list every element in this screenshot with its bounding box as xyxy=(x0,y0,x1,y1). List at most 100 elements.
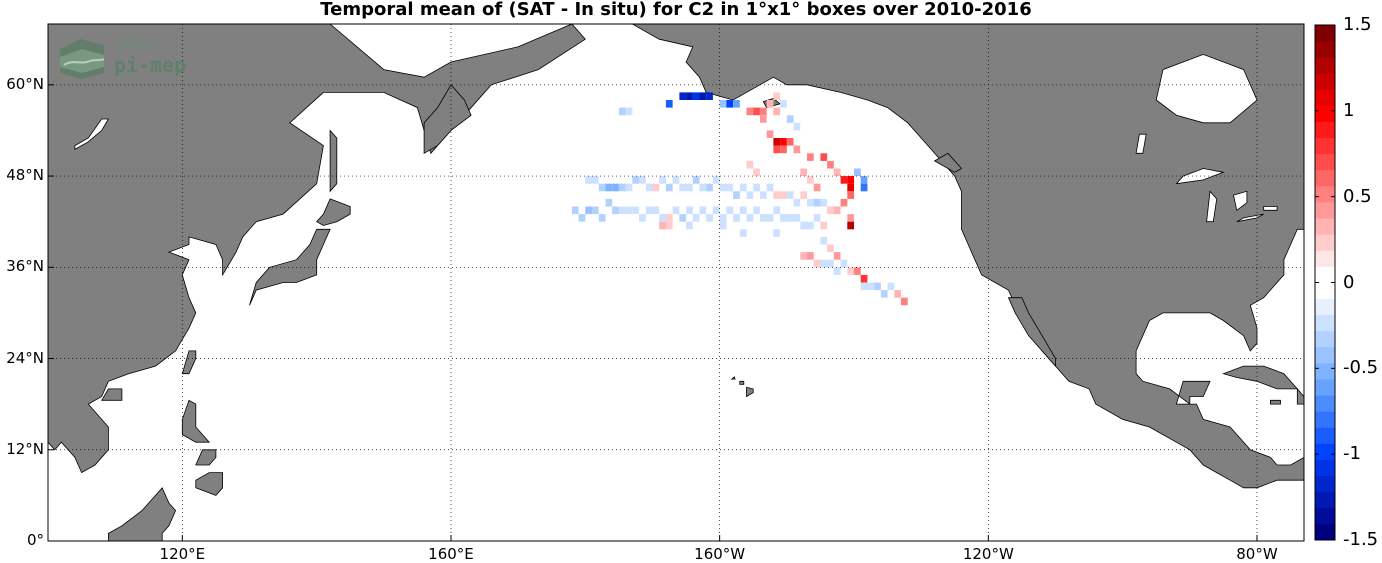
data-cell xyxy=(753,183,760,192)
data-cell xyxy=(665,214,673,222)
data-cell xyxy=(813,183,821,192)
data-cell xyxy=(807,153,814,161)
data-cell xyxy=(753,107,760,116)
land-oahu xyxy=(730,376,736,380)
land-japan xyxy=(249,228,331,306)
data-cell xyxy=(645,206,653,215)
data-cell xyxy=(773,229,781,237)
lon-tick-label: 80°W xyxy=(1236,545,1278,563)
data-cell xyxy=(760,107,767,116)
data-cell xyxy=(585,176,593,184)
colorbar-swatch xyxy=(1315,57,1335,74)
colorbar-tick-label: -0.5 xyxy=(1343,357,1379,379)
colorbar-swatch xyxy=(1315,234,1335,251)
colorbar-swatch xyxy=(1315,218,1335,235)
data-cell xyxy=(854,267,861,275)
data-cell xyxy=(786,115,794,123)
data-cell xyxy=(692,92,700,100)
colorbar-tick-label: -1.5 xyxy=(1343,529,1379,550)
data-cell xyxy=(773,145,781,154)
data-cell xyxy=(739,206,747,215)
data-cell xyxy=(699,92,707,100)
data-cell xyxy=(813,259,821,268)
data-cell xyxy=(625,183,633,192)
plot-area xyxy=(47,23,1305,542)
data-cell xyxy=(827,160,834,169)
land-sakhalin xyxy=(329,129,338,193)
land-visayas xyxy=(195,449,217,466)
data-cell xyxy=(860,176,868,184)
data-cell xyxy=(726,100,734,108)
colorbar-swatch xyxy=(1315,137,1335,155)
data-cell xyxy=(773,138,781,146)
data-cell xyxy=(800,168,808,177)
data-cell xyxy=(665,183,673,192)
data-cell xyxy=(833,252,841,260)
data-cell xyxy=(679,214,687,222)
data-cell xyxy=(585,206,593,215)
data-cell xyxy=(867,282,875,291)
colorbar-swatch xyxy=(1315,105,1335,122)
data-cell xyxy=(773,206,781,215)
data-cell xyxy=(706,183,713,192)
data-cell xyxy=(820,236,828,245)
data-cell xyxy=(719,183,727,192)
lat-tick-label: 48°N xyxy=(6,166,44,185)
data-cell xyxy=(793,122,801,131)
data-cell xyxy=(712,176,720,184)
data-cell xyxy=(800,191,808,199)
lake-winnipeg xyxy=(1135,133,1147,154)
data-cell xyxy=(833,168,841,177)
colorbar-swatch xyxy=(1315,475,1335,493)
data-cell xyxy=(659,214,666,222)
data-cell xyxy=(773,107,781,116)
map-frame xyxy=(47,23,1305,542)
data-cell xyxy=(746,191,754,199)
logo-text-smos: smos xyxy=(114,33,158,54)
land-baja xyxy=(1007,297,1056,368)
data-cell xyxy=(618,107,626,116)
colorbar xyxy=(1314,24,1336,541)
data-cell xyxy=(800,221,808,230)
data-cell xyxy=(679,183,687,192)
colorbar-swatch xyxy=(1315,459,1335,477)
colorbar-swatch xyxy=(1315,379,1335,396)
land-vancouver xyxy=(933,152,963,173)
lake-ontario xyxy=(1263,206,1278,211)
colorbar-swatch xyxy=(1315,395,1335,412)
land-hokkaido xyxy=(316,198,351,226)
data-cell xyxy=(807,176,814,184)
data-cell xyxy=(659,221,666,230)
data-cell xyxy=(766,183,774,192)
graticule xyxy=(48,24,1304,542)
data-cell xyxy=(625,206,633,215)
data-cell xyxy=(733,214,740,222)
data-cell xyxy=(639,214,646,222)
colorbar-tick-label: 0.5 xyxy=(1343,185,1372,207)
data-cell xyxy=(632,206,640,215)
data-cell xyxy=(820,198,828,207)
colorbar-swatch xyxy=(1315,507,1335,525)
data-cell xyxy=(712,206,720,215)
colorbar-swatch xyxy=(1315,202,1335,219)
data-cell xyxy=(578,214,586,222)
data-cell xyxy=(874,282,881,291)
lon-tick-label: 160°W xyxy=(694,545,746,563)
data-cell xyxy=(739,229,747,237)
land-taiwan xyxy=(181,350,197,375)
lake-baikal xyxy=(74,118,110,151)
data-cell xyxy=(760,115,767,123)
data-cell xyxy=(733,100,740,108)
data-cell xyxy=(847,183,855,192)
lat-tick-label: 0° xyxy=(26,531,44,549)
data-cell xyxy=(786,214,794,222)
land-jamaica xyxy=(1270,399,1281,405)
data-cell xyxy=(618,206,626,215)
data-cell xyxy=(726,206,734,215)
colorbar-swatch xyxy=(1315,362,1335,380)
colorbar-tick-label: 0 xyxy=(1343,271,1355,293)
data-cell xyxy=(793,145,801,154)
lake-huron xyxy=(1233,190,1248,211)
data-cell xyxy=(813,198,821,207)
colorbar-swatch xyxy=(1315,25,1335,42)
